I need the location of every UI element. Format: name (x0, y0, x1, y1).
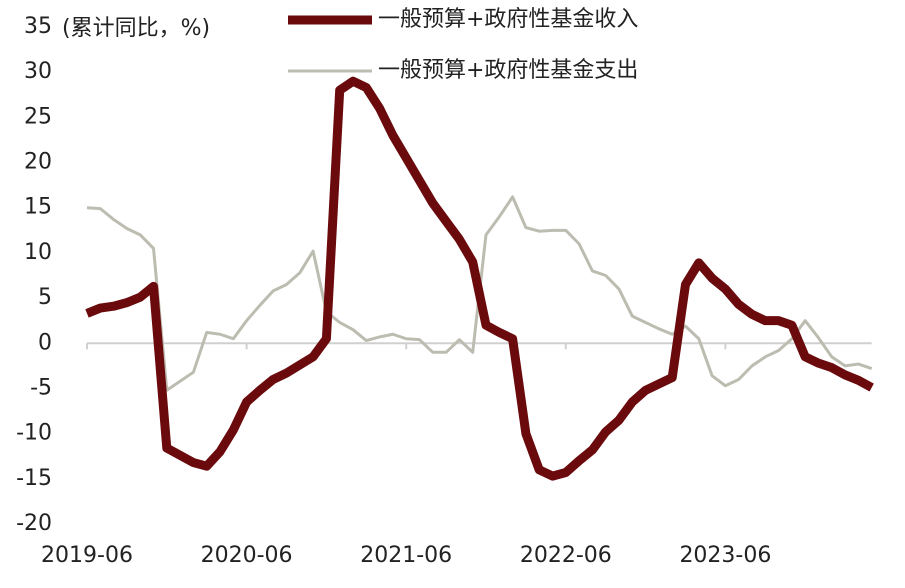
y-tick-label: 35 (24, 14, 52, 39)
y-axis-label: (累计同比，%) (62, 16, 210, 41)
y-tick-label: 10 (24, 240, 52, 265)
x-tick-label: 2019-06 (41, 543, 133, 568)
y-tick-label: -10 (16, 421, 52, 446)
x-tick-label: 2020-06 (201, 543, 293, 568)
y-tick-label: 30 (24, 59, 52, 84)
y-tick-label: -20 (16, 511, 52, 536)
line-series (85, 76, 874, 481)
y-tick-label: -5 (30, 375, 52, 400)
x-tick-label: 2023-06 (679, 543, 771, 568)
x-tick-label: 2022-06 (520, 543, 612, 568)
y-tick-label: -15 (16, 466, 52, 491)
legend-label: 一般预算+政府性基金支出 (378, 58, 638, 83)
y-tick-label: 15 (24, 195, 52, 220)
y-tick-label: 5 (38, 285, 52, 310)
y-tick-label: 25 (24, 104, 52, 129)
y-tick-label: 20 (24, 150, 52, 175)
legend-label: 一般预算+政府性基金收入 (378, 7, 638, 32)
x-tick-label: 2021-06 (360, 543, 452, 568)
y-tick-label: 0 (38, 330, 52, 355)
